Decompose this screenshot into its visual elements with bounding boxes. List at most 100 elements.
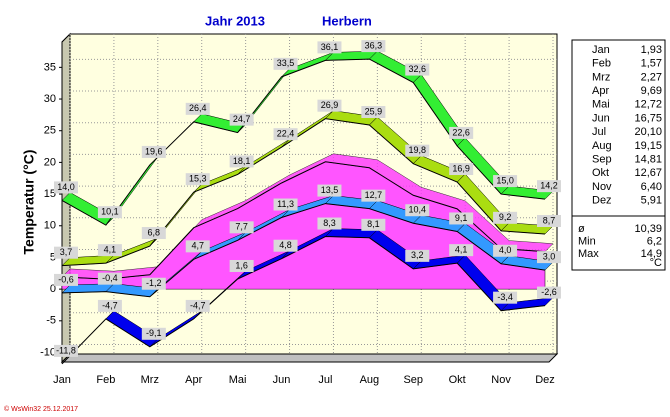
data-label: 11,3 <box>277 199 294 209</box>
table-month: Sep <box>592 154 612 166</box>
series-line <box>61 236 546 365</box>
label-box <box>141 145 166 158</box>
label-box <box>273 198 298 211</box>
label-box <box>273 128 298 141</box>
label-box <box>405 204 430 217</box>
data-label: 18,1 <box>233 156 251 166</box>
data-label: 8,1 <box>367 219 380 229</box>
data-label: 32,6 <box>409 64 427 74</box>
data-label: -0,6 <box>58 274 74 284</box>
y-tick-label: 0 <box>50 283 56 295</box>
table-month: Jun <box>592 112 610 124</box>
x-tick-label: Mai <box>229 374 247 386</box>
label-box <box>54 273 78 286</box>
side-table <box>571 39 666 271</box>
data-label: 33,5 <box>277 58 295 68</box>
label-box <box>273 239 298 252</box>
label-box <box>537 215 561 227</box>
data-label: 14,0 <box>57 182 75 192</box>
y-tick-label: 5 <box>50 251 56 263</box>
y-tick-label: 10 <box>44 220 56 232</box>
table-month: Jan <box>592 44 610 56</box>
label-box <box>405 249 430 262</box>
table-value: 20,10 <box>634 126 662 138</box>
y-tick-label: 35 <box>44 61 56 73</box>
table-month: Mrz <box>592 71 610 83</box>
label-box <box>317 217 342 230</box>
x-tick-label: Feb <box>96 374 115 386</box>
data-label: 10,4 <box>409 205 427 215</box>
label-box <box>449 212 474 225</box>
label-box <box>141 277 166 290</box>
label-box <box>141 327 166 340</box>
label-box <box>537 286 561 299</box>
table-value: 19,15 <box>634 140 662 152</box>
table-value: 5,91 <box>641 195 662 207</box>
table-value: 16,75 <box>634 112 662 124</box>
label-box <box>185 299 210 312</box>
summary-value: 10,39 <box>634 223 662 235</box>
x-tick-label: Nov <box>491 374 511 386</box>
label-box <box>229 221 254 234</box>
label-box <box>405 144 430 157</box>
label-box <box>317 41 342 54</box>
label-box <box>273 57 298 70</box>
label-box <box>97 206 122 219</box>
label-box <box>185 240 210 253</box>
table-month: Mai <box>592 99 610 111</box>
table-value: 12,67 <box>634 167 662 179</box>
data-label: 3,2 <box>411 250 424 260</box>
label-box <box>361 189 386 202</box>
label-box <box>449 126 474 139</box>
data-label: 24,7 <box>233 114 251 124</box>
table-month: Jul <box>592 126 606 138</box>
data-label: -2,6 <box>541 287 557 297</box>
table-value: 1,57 <box>641 58 662 70</box>
y-tick-label: 25 <box>44 125 56 137</box>
x-tick-label: Jun <box>273 374 291 386</box>
data-label: 15,0 <box>496 175 514 185</box>
table-value: 6,40 <box>641 181 662 193</box>
label-box <box>185 173 210 186</box>
label-box <box>537 180 561 193</box>
data-label: 9,2 <box>499 212 512 222</box>
summary-unit: °C <box>650 257 662 269</box>
data-label: 3,0 <box>543 251 556 261</box>
data-label: -9,1 <box>146 328 162 338</box>
label-box <box>317 184 342 197</box>
data-label: 13,5 <box>321 185 339 195</box>
summary-value: 14,9 <box>641 248 662 260</box>
table-month: Feb <box>592 58 611 70</box>
data-label: 4,7 <box>191 241 204 251</box>
y-axis-title: Temperatur (°C) <box>21 150 37 255</box>
data-label: -11,8 <box>56 345 76 355</box>
data-label: 4,0 <box>499 245 512 255</box>
label-box <box>493 175 518 188</box>
table-month: Dez <box>592 195 612 207</box>
data-label: 4,8 <box>279 240 292 250</box>
table-value: 1,93 <box>641 44 662 56</box>
floor <box>60 353 559 363</box>
label-box <box>229 155 254 168</box>
label-box <box>361 40 386 53</box>
y-tick-label: -5 <box>46 315 56 327</box>
series-line <box>61 58 546 226</box>
chart-title: Jahr 2013 <box>205 13 265 28</box>
label-box <box>493 291 518 304</box>
data-label: 15,3 <box>189 174 207 184</box>
summary-label: ø <box>578 223 585 235</box>
data-label: 19,6 <box>145 146 163 156</box>
label-box <box>537 251 561 264</box>
summary-label: Min <box>578 235 596 247</box>
label-box <box>229 113 254 126</box>
data-label: 25,9 <box>365 106 383 116</box>
series-line <box>61 118 546 267</box>
x-tick-label: Apr <box>185 374 202 386</box>
x-tick-label: Okt <box>449 374 466 386</box>
data-label: 36,3 <box>365 40 383 50</box>
data-label: -4,7 <box>190 300 206 310</box>
label-box <box>54 246 78 259</box>
label-box <box>141 227 166 240</box>
data-label: 19,8 <box>409 145 427 155</box>
